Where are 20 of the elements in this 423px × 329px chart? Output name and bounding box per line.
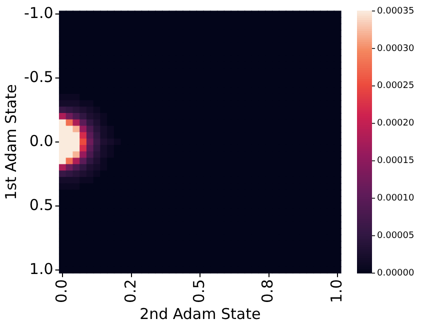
color-bar-label: 0.00025 <box>377 81 414 92</box>
color-bar-label: 0.00010 <box>377 194 414 204</box>
color-bar-label: 0.00030 <box>377 44 414 54</box>
color-bar-label: 0.00005 <box>377 231 414 242</box>
color-bar-label: 0.00035 <box>377 6 414 16</box>
x-axis-title: 2nd Adam State <box>140 304 261 323</box>
x-tick-label: 0.8 <box>258 279 277 304</box>
color-bar-label: 0.00020 <box>377 118 414 129</box>
y-tick-label: 0.5 <box>29 196 54 214</box>
x-tick-label: 1.0 <box>327 279 346 304</box>
y-tick-label: 1.0 <box>29 260 54 278</box>
x-tick-label: 0.2 <box>121 279 140 304</box>
color-bar-label: 0.00015 <box>377 156 414 166</box>
x-tick-label: 0.0 <box>52 279 71 304</box>
y-tick-label: 0.0 <box>29 132 54 150</box>
y-tick-label: -0.5 <box>24 68 54 86</box>
y-axis-title: 1st Adam State <box>2 84 20 200</box>
y-tick-label: -1.0 <box>24 4 54 22</box>
color-bar-label: 0.00000 <box>377 268 414 278</box>
x-tick-label: 0.5 <box>190 279 208 304</box>
